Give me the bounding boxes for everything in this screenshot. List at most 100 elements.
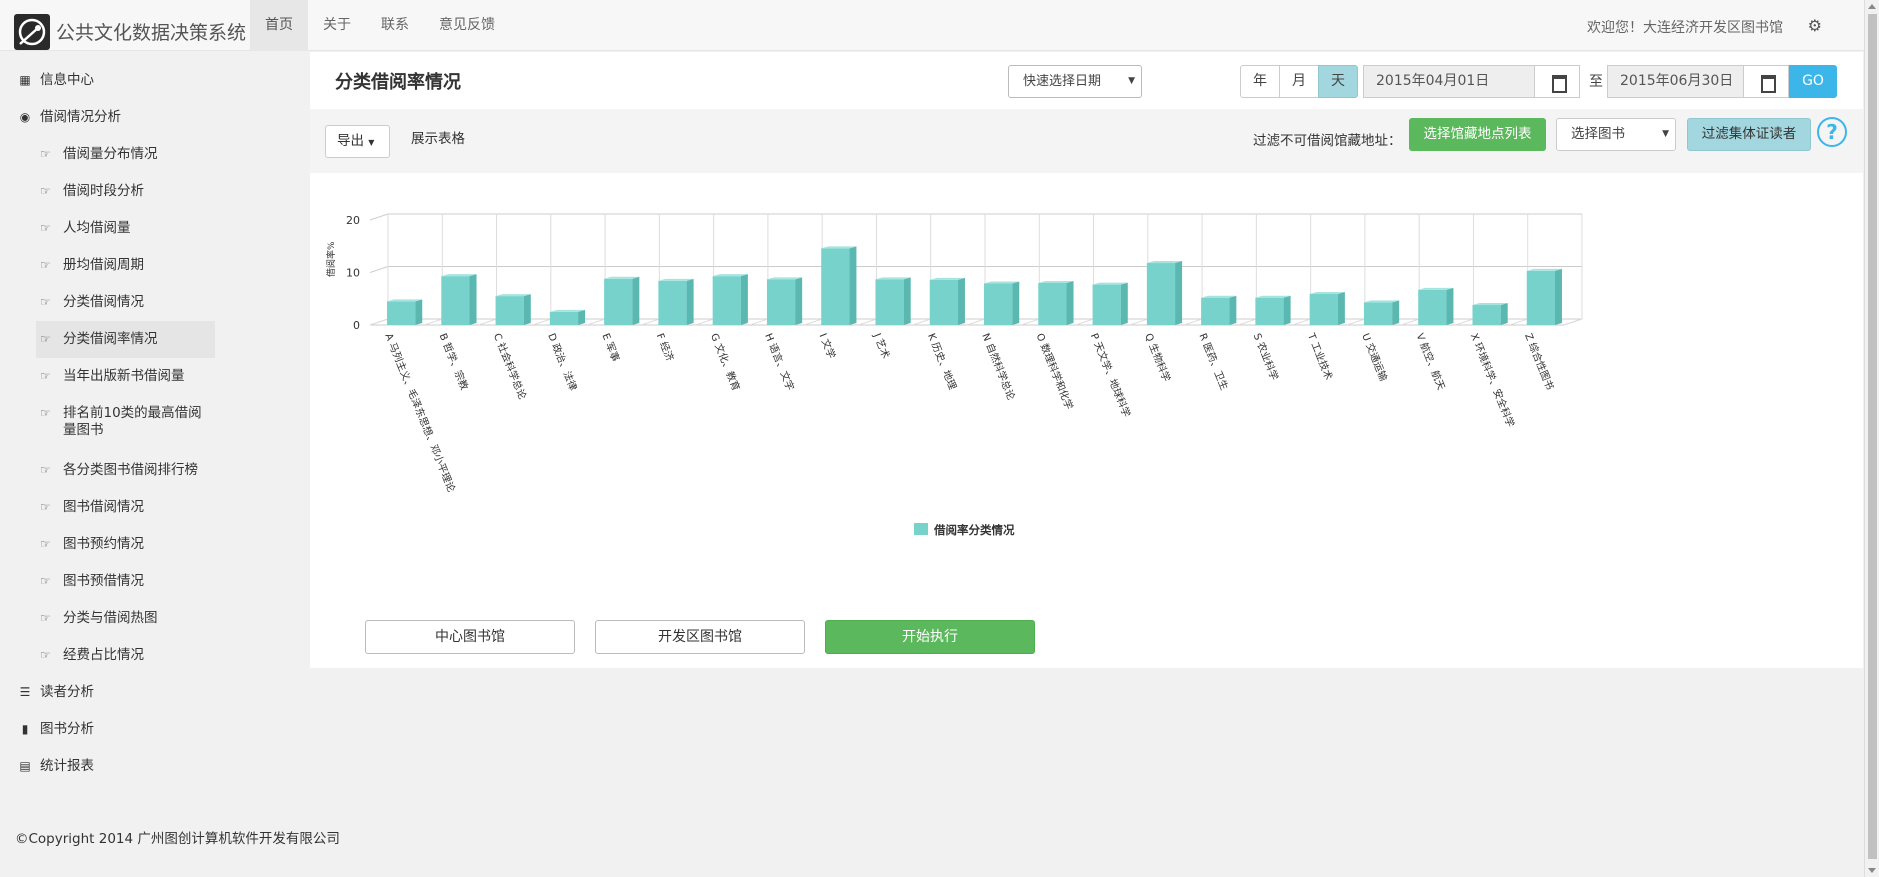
sidebar-subitem[interactable]: ☞ 分类与借阅热图 [36, 600, 215, 637]
sidebar-item-info-center[interactable]: ▦ 信息中心 [0, 62, 310, 99]
chart-bar-top [1363, 300, 1400, 303]
nav-home[interactable]: 首页 [250, 0, 308, 51]
sidebar-subitem[interactable]: ☞ 图书预借情况 [36, 563, 215, 600]
quick-date-select[interactable]: 快速选择日期 ▼ [1008, 65, 1142, 98]
chart-bar [387, 301, 416, 325]
chart-bar-side [1012, 281, 1020, 325]
welcome-text: 欢迎您！大连经济开发区图书馆 [1587, 20, 1783, 36]
grid-line [369, 266, 389, 273]
sidebar-subitem[interactable]: ☞ 分类借阅率情况 [36, 321, 215, 358]
chart-bar-side [632, 276, 640, 325]
sidebar-subitem[interactable]: ☞ 当年出版新书借阅量 [36, 358, 215, 395]
grid-line [424, 318, 443, 326]
x-tick-label: C 社会科学总论 [491, 331, 529, 401]
scrollbar-thumb[interactable] [1868, 14, 1877, 859]
x-tick-label: Q 生物科学 [1142, 331, 1173, 383]
sidebar-subitem-label: 册均借阅周期 [63, 257, 144, 273]
chart-bar-side [1337, 292, 1345, 325]
grid-line [478, 318, 497, 326]
chart-bar-top [875, 277, 911, 280]
chart-bar [1363, 302, 1393, 325]
gear-icon[interactable]: ⚙ [1807, 16, 1822, 35]
sidebar-subitem-label: 借阅时段分析 [63, 183, 144, 199]
help-icon[interactable]: ? [1817, 117, 1847, 147]
sidebar-subitem-label: 分类借阅率情况 [63, 331, 158, 347]
y-tick-label: 10 [346, 267, 360, 280]
chart-bar-side [1066, 281, 1074, 325]
chart-bar [766, 279, 796, 325]
chart-bar-top [1526, 268, 1562, 271]
hand-pointer-icon: ☞ [40, 147, 51, 161]
nav-contact[interactable]: 联系 [381, 17, 409, 33]
calendar-icon[interactable] [1534, 65, 1580, 98]
end-date-input[interactable]: 2015年06月30日 [1607, 65, 1744, 98]
sidebar-item-reports[interactable]: ▤ 统计报表 [0, 748, 310, 785]
book-select[interactable]: 选择图书 ▼ [1556, 118, 1676, 151]
sidebar-subitem[interactable]: ☞ 图书预约情况 [36, 526, 215, 563]
center-library-button[interactable]: 中心图书馆 [365, 620, 575, 654]
filter-location-label: 过滤不可借阅馆藏地址： [1253, 133, 1402, 149]
sidebar-item-book-analysis[interactable]: ▮ 图书分析 [0, 711, 310, 748]
nav-about[interactable]: 关于 [323, 17, 351, 33]
select-location-list-button[interactable]: 选择馆藏地点列表 [1409, 118, 1546, 151]
period-month-button[interactable]: 月 [1279, 65, 1319, 98]
sidebar-subitem[interactable]: ☞ 人均借阅量 [36, 210, 215, 247]
grid-line [858, 318, 877, 326]
chart-bar-top [929, 277, 965, 280]
grid-line [586, 318, 606, 326]
sidebar-subitem[interactable]: ☞ 借阅时段分析 [36, 173, 215, 210]
period-year-button[interactable]: 年 [1240, 65, 1280, 98]
calendar-icon[interactable] [1743, 65, 1789, 98]
run-button[interactable]: 开始执行 [825, 620, 1035, 654]
sidebar-item-borrow-analysis[interactable]: ◉ 借阅情况分析 [0, 99, 310, 136]
x-tick-label: S 农业科学 [1251, 331, 1282, 382]
main-nav: 首页 关于 联系 意见反馈 [250, 0, 510, 51]
sidebar-subitem[interactable]: ☞ 册均借阅周期 [36, 247, 215, 284]
hand-pointer-icon: ☞ [40, 463, 51, 477]
sidebar-item-label: 借阅情况分析 [40, 109, 121, 125]
y-axis-label: 借阅率% [325, 241, 337, 277]
chart-bar [712, 276, 741, 325]
grid-line [966, 318, 986, 326]
hand-pointer-icon: ☞ [40, 221, 51, 235]
sidebar-item-reader-analysis[interactable]: ☰ 读者分析 [0, 674, 310, 711]
chart-bar [1472, 305, 1501, 325]
chart-bar [929, 279, 958, 325]
chart-bar-side [849, 246, 857, 325]
chart-bar [1418, 289, 1447, 325]
date-range-separator: 至 [1589, 74, 1603, 90]
sidebar-item-label: 统计报表 [40, 758, 94, 774]
dev-zone-library-button[interactable]: 开发区图书馆 [595, 620, 805, 654]
period-day-button[interactable]: 天 [1318, 65, 1358, 98]
chart-bar-side [1446, 287, 1454, 325]
sidebar-subitem[interactable]: ☞ 排名前10类的最高借阅量图书 [36, 395, 215, 452]
caret-down-icon: ▼ [368, 138, 375, 147]
go-button[interactable]: GO [1789, 65, 1837, 98]
export-label: 导出 [337, 133, 364, 149]
app-logo-icon[interactable] [14, 14, 50, 50]
x-tick-label: I 文学 [817, 331, 839, 360]
chart-bar-top [604, 276, 640, 279]
app-title[interactable]: 公共文化数据决策系统 [56, 22, 247, 44]
grid-line [641, 318, 660, 326]
sidebar-subitem[interactable]: ☞ 各分类图书借阅排行榜 [36, 452, 215, 489]
sidebar-subitem-label: 经费占比情况 [63, 647, 144, 663]
chart-bar-top [821, 246, 857, 249]
scroll-down-icon[interactable] [1868, 868, 1876, 873]
chart-bar-side [740, 274, 748, 325]
nav-feedback[interactable]: 意见反馈 [439, 17, 495, 33]
x-tick-label: V 航空、航天 [1414, 331, 1449, 392]
sidebar-subitem[interactable]: ☞ 借阅量分布情况 [36, 136, 215, 173]
sidebar-subitem[interactable]: ☞ 分类借阅情况 [36, 284, 215, 321]
chart-bar-top [1092, 282, 1128, 285]
scroll-up-icon[interactable] [1868, 4, 1876, 9]
page-scrollbar[interactable] [1864, 0, 1879, 877]
chart-bar [821, 248, 850, 325]
sidebar-subitem[interactable]: ☞ 图书借阅情况 [36, 489, 215, 526]
export-dropdown-button[interactable]: 导出 ▼ [325, 125, 390, 158]
show-table-link[interactable]: 展示表格 [411, 131, 465, 147]
chart-bar [495, 296, 524, 325]
start-date-input[interactable]: 2015年04月01日 [1363, 65, 1535, 98]
filter-group-readers-button[interactable]: 过滤集体证读者 [1687, 118, 1811, 151]
sidebar-subitem[interactable]: ☞ 经费占比情况 [36, 637, 215, 674]
